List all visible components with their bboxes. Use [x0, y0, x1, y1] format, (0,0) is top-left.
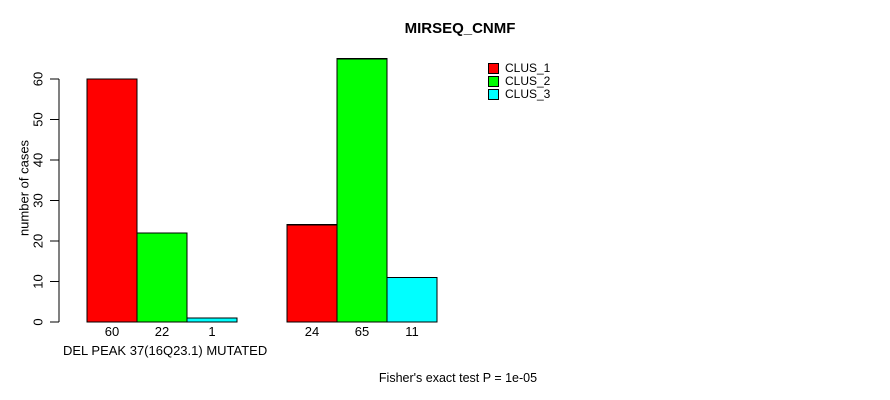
y-tick-label: 40 [31, 153, 46, 167]
bar-CLUS_1-group1 [86, 78, 138, 323]
legend-item: CLUS_2 [488, 75, 550, 88]
legend: CLUS_1 CLUS_2 CLUS_3 [488, 62, 550, 101]
bar-value-label: 24 [305, 324, 319, 339]
bar-value-label: 22 [155, 324, 169, 339]
bar-value-label: 65 [355, 324, 369, 339]
bar-value-label: 1 [208, 324, 215, 339]
legend-swatch [488, 63, 499, 74]
y-tick-label: 50 [31, 112, 46, 126]
chart-title: MIRSEQ_CNMF [404, 20, 516, 37]
bar-value-label: 11 [405, 324, 419, 339]
legend-item: CLUS_1 [488, 62, 550, 75]
legend-swatch [488, 76, 499, 87]
y-tick-label: 30 [31, 193, 46, 207]
bar-CLUS_1-group2 [286, 224, 338, 323]
legend-label: CLUS_1 [505, 61, 551, 75]
y-tick-label: 60 [31, 72, 46, 86]
bar-value-label: 60 [105, 324, 119, 339]
y-tick-label: 20 [31, 234, 46, 248]
legend-item: CLUS_3 [488, 88, 550, 101]
legend-label: CLUS_2 [505, 74, 551, 88]
annotation-text: Fisher's exact test P = 1e-05 [378, 371, 538, 385]
bar-CLUS_3-group2 [386, 276, 438, 323]
y-tick-label: 0 [31, 318, 46, 325]
x-axis-label: DEL PEAK 37(16Q23.1) MUTATED [63, 343, 268, 358]
bar-CLUS_2-group2 [336, 58, 388, 323]
y-tick-label: 10 [31, 274, 46, 288]
bar-CLUS_3-group1 [186, 317, 238, 323]
legend-label: CLUS_3 [505, 87, 551, 101]
bar-CLUS_2-group1 [136, 232, 188, 323]
legend-swatch [488, 89, 499, 100]
